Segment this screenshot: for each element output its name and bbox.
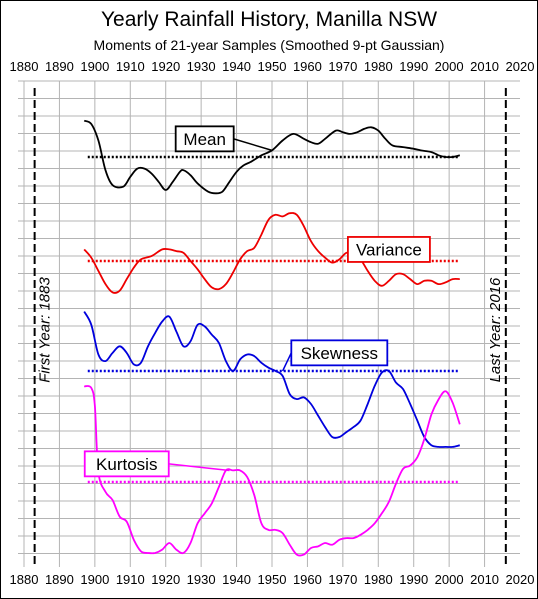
variance-label: Variance	[356, 240, 422, 259]
x-tick-label-top: 2010	[470, 59, 499, 74]
x-tick-label-bottom: 1930	[187, 572, 216, 587]
x-tick-label-top: 1970	[328, 59, 357, 74]
x-tick-label-bottom: 1970	[328, 572, 357, 587]
skewness-label: Skewness	[301, 344, 378, 363]
x-tick-label-top: 1930	[187, 59, 216, 74]
x-tick-label-bottom: 1900	[80, 572, 109, 587]
kurtosis-label-pointer	[168, 463, 230, 472]
variance-label-box	[347, 236, 431, 263]
x-tick-label-top: 2020	[506, 59, 535, 74]
x-tick-label-top: 1910	[116, 59, 145, 74]
x-tick-label-bottom: 1990	[399, 572, 428, 587]
mean-label: Mean	[183, 130, 226, 149]
x-tick-label-bottom: 1940	[222, 572, 251, 587]
x-tick-label-bottom: 1960	[293, 572, 322, 587]
x-tick-label-top: 1990	[399, 59, 428, 74]
last-year-label: Last Year: 2016	[487, 277, 504, 382]
x-tick-label-top: 1960	[293, 59, 322, 74]
mean-series-line	[83, 119, 461, 195]
x-tick-label-top: 1950	[258, 59, 287, 74]
x-tick-label-bottom: 1920	[151, 572, 180, 587]
x-tick-label-bottom: 1950	[258, 572, 287, 587]
x-tick-label-top: 1980	[364, 59, 393, 74]
x-tick-label-bottom: 1980	[364, 572, 393, 587]
x-tick-label-top: 1890	[45, 59, 74, 74]
kurtosis-label: Kurtosis	[96, 455, 157, 474]
x-tick-label-top: 1920	[151, 59, 180, 74]
kurtosis-label-box	[83, 450, 170, 478]
x-tick-label-top: 2000	[435, 59, 464, 74]
x-tick-label-top: 1900	[80, 59, 109, 74]
kurtosis-series-line	[83, 385, 461, 557]
x-tick-label-bottom: 1880	[10, 572, 39, 587]
skewness-label-box	[290, 339, 389, 367]
skewness-series-line	[83, 311, 460, 448]
chart-subtitle: Moments of 21-year Samples (Smoothed 9-p…	[93, 37, 445, 53]
mean-label-pointer	[233, 138, 273, 152]
variance-series-line	[83, 212, 460, 294]
skewness-label-pointer	[281, 352, 292, 372]
x-tick-label-bottom: 2020	[506, 572, 535, 587]
first-year-label: First Year: 1883	[37, 277, 54, 383]
x-tick-label-top: 1940	[222, 59, 251, 74]
x-tick-label-top: 1880	[10, 59, 39, 74]
x-tick-label-bottom: 1890	[45, 572, 74, 587]
mean-label-box	[174, 125, 235, 153]
x-tick-label-bottom: 1910	[116, 572, 145, 587]
x-tick-label-bottom: 2010	[470, 572, 499, 587]
x-tick-label-bottom: 2000	[435, 572, 464, 587]
chart-title: Yearly Rainfall History, Manilla NSW	[100, 8, 438, 31]
